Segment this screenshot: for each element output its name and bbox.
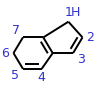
Text: 7: 7 — [12, 24, 20, 37]
Text: 6: 6 — [1, 47, 9, 60]
Text: 3: 3 — [77, 53, 85, 66]
Text: 5: 5 — [11, 69, 19, 82]
Text: 2: 2 — [86, 31, 94, 44]
Text: 4: 4 — [38, 71, 46, 84]
Text: H: H — [71, 6, 80, 19]
Text: 1: 1 — [64, 6, 72, 19]
